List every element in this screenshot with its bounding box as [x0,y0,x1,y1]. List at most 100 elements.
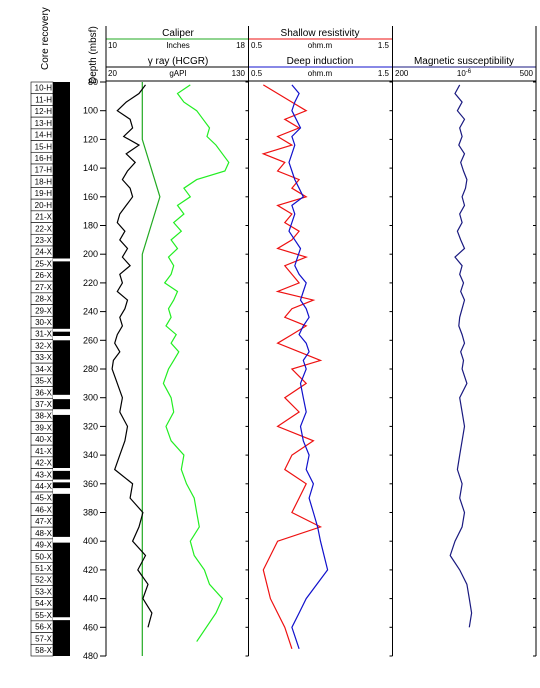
shallow-unit: ohm.m [308,41,333,50]
gamma-unit: gAPI [169,69,186,78]
core-gap [53,258,70,262]
core-label: 17-H [35,166,53,175]
caliper-min: 10 [108,41,117,50]
depth-tick-label: 300 [83,393,98,403]
core-label: 38-X [35,412,53,421]
core-label: 57-X [35,634,53,643]
core-label: 34-X [35,365,53,374]
core-label: 41-X [35,447,53,456]
core-label: 35-X [35,377,53,386]
deep-unit: ohm.m [308,69,333,78]
core-gap [53,394,70,400]
deep-max: 1.5 [378,69,390,78]
core-label: 53-X [35,587,53,596]
core-label: 25-X [35,259,53,268]
shallow-max: 1.5 [378,41,390,50]
core-label: 37-X [35,400,53,409]
core-label: 15-H [35,142,53,151]
core-label: 36-X [35,388,53,397]
core-label: 58-X [35,646,53,655]
deep-induction-title: Deep induction [287,56,354,67]
magsus-unit: 10-6 [457,69,472,78]
core-gap [53,409,70,415]
core-label: 23-X [35,236,53,245]
depth-axis-label: Depth (mbsf) [88,26,99,84]
core-label: 40-X [35,435,53,444]
depth-tick-label: 160 [83,192,98,202]
curve-group [111,82,473,656]
gamma-max: 130 [232,69,246,78]
core-label: 24-X [35,248,53,257]
depth-tick-label: 140 [83,163,98,173]
core-gap [53,479,70,483]
core-label: 54-X [35,599,53,608]
shallow-resistivity-title: Shallow resistivity [281,28,360,39]
core-label: 26-X [35,271,53,280]
depth-tick-label: 340 [83,450,98,460]
depth-tick-label: 280 [83,364,98,374]
depth-tick-label: 440 [83,594,98,604]
depth-tick-label: 200 [83,249,98,259]
core-label: 52-X [35,576,53,585]
core-recovered-bar [53,82,70,656]
magsus-title: Magnetic susceptibility [414,56,514,67]
depth-tick-label: 320 [83,421,98,431]
depth-tick-label: 260 [83,335,98,345]
caliper-unit: Inches [166,41,190,50]
caliper-max: 18 [236,41,245,50]
core-label: 16-H [35,154,53,163]
core-label: 12-H [35,107,53,116]
core-label: 32-X [35,341,53,350]
series-line [111,84,153,628]
series-line [261,84,323,649]
core-gap [53,335,70,341]
core-label: 22-X [35,224,53,233]
core-label: 55-X [35,611,53,620]
core-label: 27-X [35,283,53,292]
core-label: 48-X [35,529,53,538]
gamma-title: γ ray (HCGR) [148,56,209,67]
core-label: 39-X [35,423,53,432]
core-label: 47-X [35,517,53,526]
core-label: 56-X [35,623,53,632]
core-label: 28-X [35,295,53,304]
core-label: 11-H [35,95,52,104]
core-label: 14-H [35,131,53,140]
depth-tick-label: 80 [88,77,98,87]
depth-tick-label: 100 [83,106,98,116]
depth-tick-label: 480 [83,651,98,661]
depth-tick-label: 180 [83,221,98,231]
core-label-group: 10-H 11-H 12-H 13-H 14-H 15-H 16-H 17-H 18-H 19-H… [30,81,54,657]
core-label: 33-X [35,353,53,362]
core-label: 20-H [35,201,53,210]
series-line [288,84,329,649]
gamma-min: 20 [108,69,117,78]
depth-tick-label: 220 [83,278,98,288]
depth-tick-label: 420 [83,565,98,575]
deep-min: 0.5 [251,69,263,78]
core-label: 43-X [35,470,53,479]
core-label: 44-X [35,482,53,491]
core-gap [53,468,70,471]
track-tick-group [245,81,536,657]
core-gap [53,536,70,543]
series-line [162,84,230,642]
core-label: 49-X [35,541,53,550]
shallow-min: 0.5 [251,41,263,50]
core-label: 19-H [35,189,53,198]
core-label: 51-X [35,564,53,573]
magsus-min: 200 [395,69,409,78]
core-label: 21-X [35,213,53,222]
core-recovery-column [53,82,70,656]
series-line [141,82,161,656]
depth-tick-label: 240 [83,307,98,317]
core-gap [53,328,70,332]
core-label: 31-X [35,330,53,339]
core-label: 29-X [35,306,53,315]
core-label: 18-H [35,177,53,186]
core-recovery-label: Core recovery [40,7,51,70]
depth-tick-label: 120 [83,134,98,144]
core-label: 30-X [35,318,53,327]
core-label: 13-H [35,119,53,128]
caliper-title: Caliper [162,28,194,39]
